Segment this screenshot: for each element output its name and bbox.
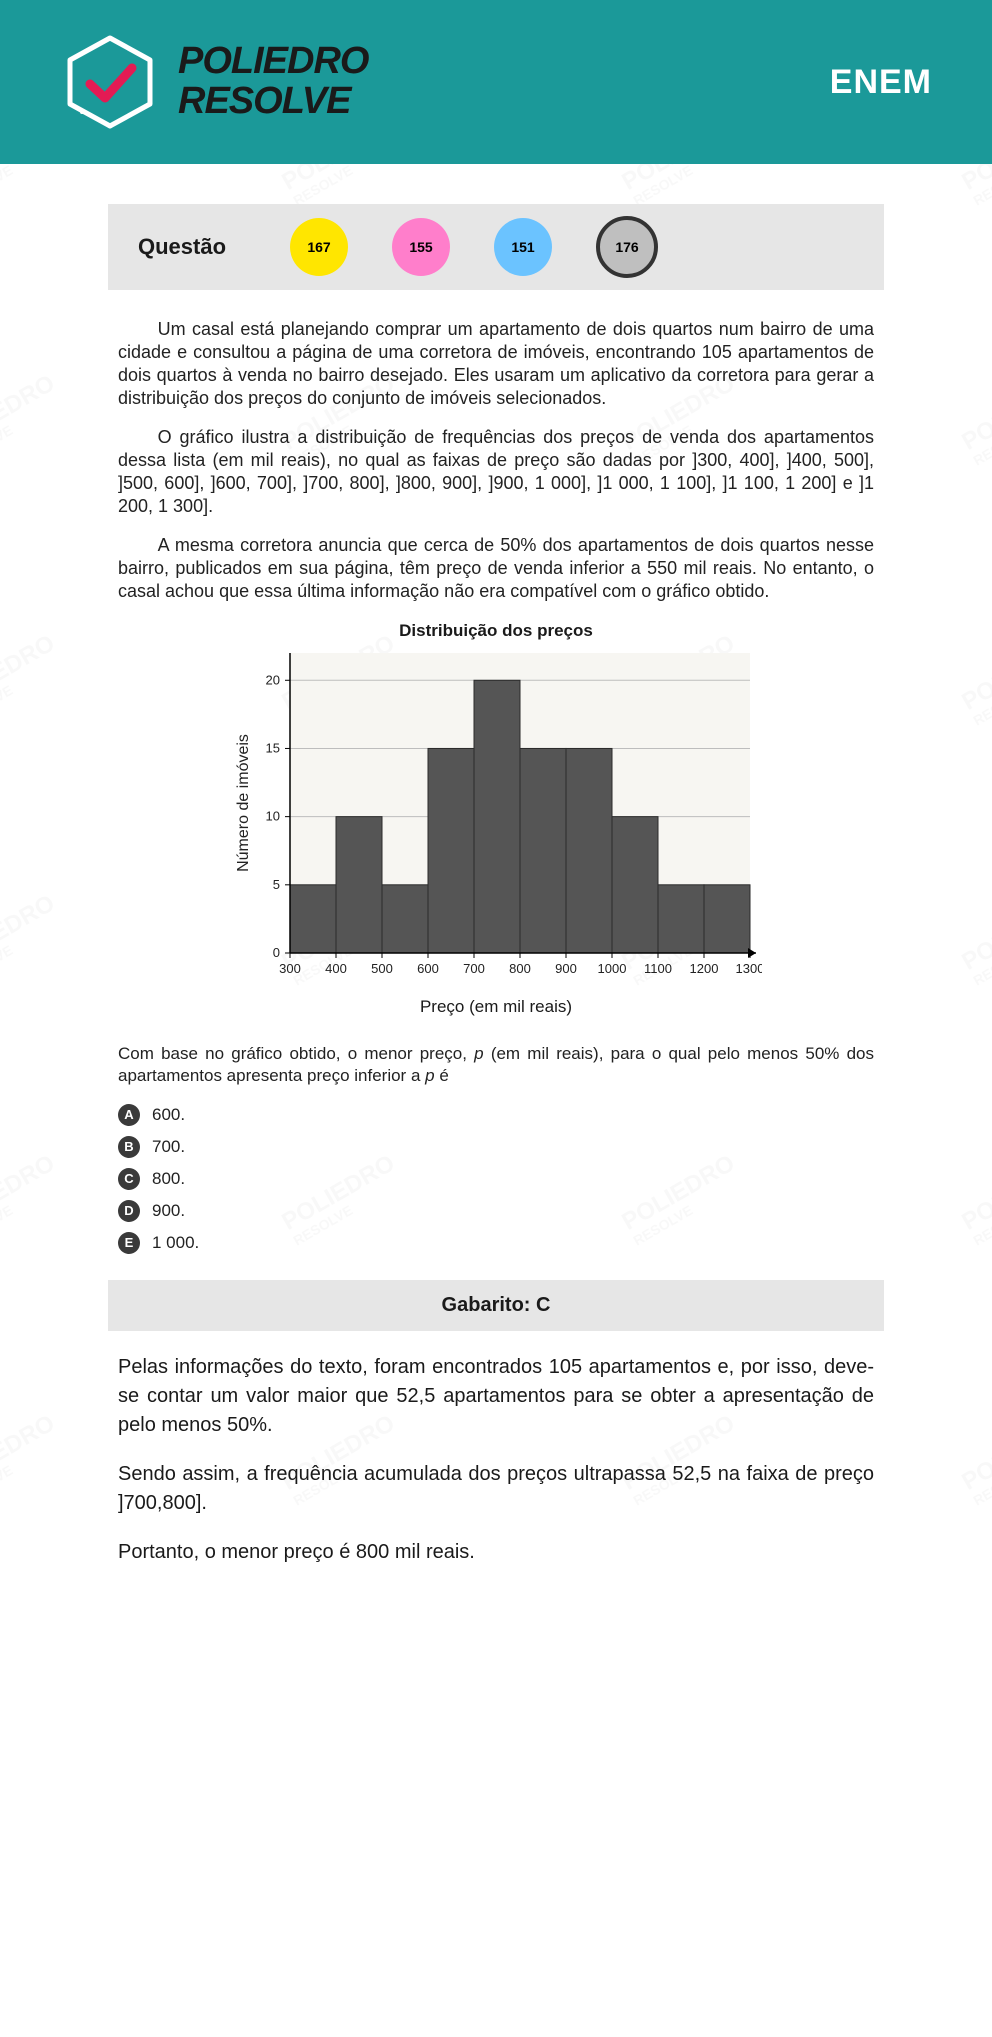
paragraph-3: A mesma corretora anuncia que cerca de 5… [118, 534, 874, 603]
option-bullet-d: D [118, 1200, 140, 1222]
option-e: E 1 000. [118, 1232, 874, 1254]
option-b-text: 700. [152, 1137, 185, 1157]
svg-text:900: 900 [555, 961, 577, 976]
option-d-text: 900. [152, 1201, 185, 1221]
question-label: Questão [138, 234, 226, 260]
header-bar: POLIEDRO RESOLVE ENEM [0, 0, 992, 164]
svg-text:15: 15 [266, 741, 280, 756]
svg-text:20: 20 [266, 673, 280, 688]
brand-line1: POLIEDRO [178, 42, 368, 82]
explanation-1: Pelas informações do texto, foram encont… [118, 1353, 874, 1440]
question-bar: Questão 167 155 151 176 [108, 204, 884, 290]
chart-container: Distribuição dos preços 0 5 10 15 20 300 400 50… [226, 621, 766, 1017]
svg-text:400: 400 [325, 961, 347, 976]
question-prompt: Com base no gráfico obtido, o menor preç… [118, 1043, 874, 1087]
paragraph-2: O gráfico ilustra a distribuição de freq… [118, 426, 874, 518]
prompt-var2: p [425, 1066, 434, 1085]
option-bullet-c: C [118, 1168, 140, 1190]
svg-text:1200: 1200 [690, 961, 719, 976]
chart-xlabel: Preço (em mil reais) [226, 997, 766, 1017]
prompt-var1: p [474, 1044, 483, 1063]
question-badge: 151 [494, 218, 552, 276]
option-bullet-a: A [118, 1104, 140, 1126]
question-badge: 167 [290, 218, 348, 276]
explanation-3: Portanto, o menor preço é 800 mil reais. [118, 1538, 874, 1567]
option-d: D 900. [118, 1200, 874, 1222]
histogram-chart: 0 5 10 15 20 300 400 500 600 700 800 900 1000 1100 120… [230, 645, 762, 993]
brand-text: POLIEDRO RESOLVE [178, 42, 368, 122]
question-badge: 176 [596, 216, 658, 278]
option-bullet-e: E [118, 1232, 140, 1254]
option-bullet-b: B [118, 1136, 140, 1158]
svg-text:Número de imóveis: Número de imóveis [235, 734, 252, 872]
brand-line2: RESOLVE [178, 82, 368, 122]
brand-block: POLIEDRO RESOLVE [60, 32, 368, 132]
prompt-post: é [435, 1066, 449, 1085]
option-a: A 600. [118, 1104, 874, 1126]
svg-text:0: 0 [273, 945, 280, 960]
hex-check-icon [60, 32, 160, 132]
option-e-text: 1 000. [152, 1233, 199, 1253]
options-list: A 600. B 700. C 800. D 900. E 1 000. [118, 1104, 874, 1254]
svg-text:600: 600 [417, 961, 439, 976]
svg-text:5: 5 [273, 877, 280, 892]
prompt-pre: Com base no gráfico obtido, o menor preç… [118, 1044, 474, 1063]
exam-label: ENEM [830, 63, 932, 102]
chart-title: Distribuição dos preços [226, 621, 766, 641]
option-b: B 700. [118, 1136, 874, 1158]
paragraph-1: Um casal está planejando comprar um apar… [118, 318, 874, 410]
option-c: C 800. [118, 1168, 874, 1190]
svg-text:10: 10 [266, 809, 280, 824]
svg-text:300: 300 [279, 961, 301, 976]
question-badge: 155 [392, 218, 450, 276]
explanation-2: Sendo assim, a frequência acumulada dos … [118, 1460, 874, 1518]
svg-text:1300: 1300 [736, 961, 762, 976]
option-a-text: 600. [152, 1105, 185, 1125]
option-c-text: 800. [152, 1169, 185, 1189]
svg-text:800: 800 [509, 961, 531, 976]
svg-text:700: 700 [463, 961, 485, 976]
svg-text:1100: 1100 [644, 961, 672, 976]
svg-text:1000: 1000 [598, 961, 627, 976]
answer-key-bar: Gabarito: C [108, 1280, 884, 1331]
svg-text:500: 500 [371, 961, 393, 976]
